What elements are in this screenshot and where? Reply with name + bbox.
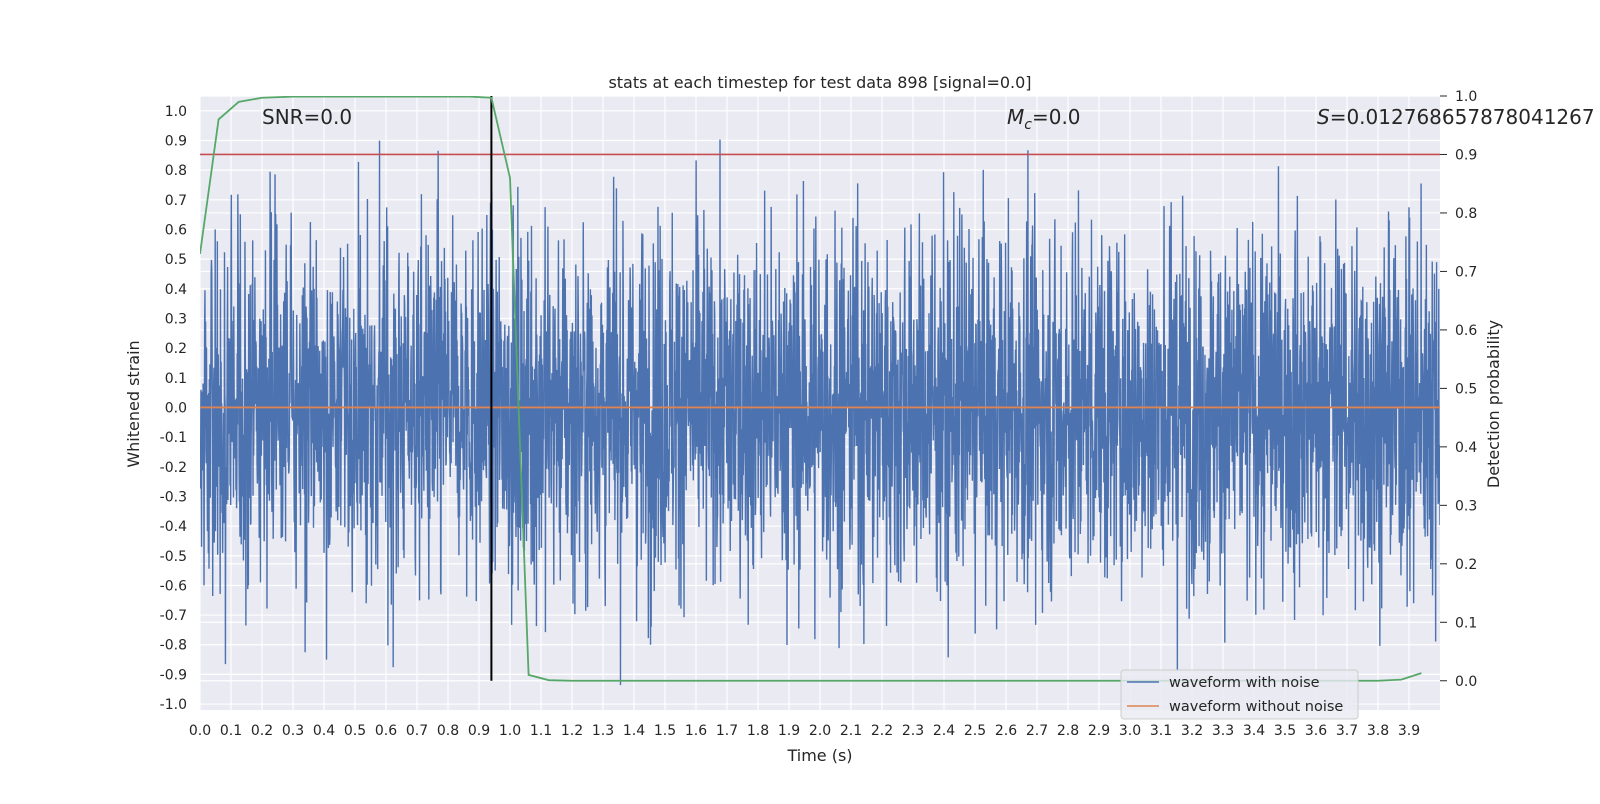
y-tick-label-2: 0.8 — [165, 163, 187, 179]
y-tick-label-19: -0.9 — [160, 667, 187, 683]
y-axis-label: Whitened strain — [124, 340, 143, 467]
mc-annotation: Mc=0.0 — [1007, 105, 1081, 133]
x-tick-label-39: 3.9 — [1398, 723, 1420, 739]
x-tick-label-18: 1.8 — [747, 723, 769, 739]
x-tick-label-33: 3.3 — [1212, 723, 1234, 739]
x-tick-label-29: 2.9 — [1088, 723, 1110, 739]
y-tick-label-17: -0.7 — [160, 608, 187, 624]
y-tick-label-11: -0.1 — [160, 430, 187, 446]
mc-symbol: M — [1007, 105, 1024, 129]
y-tick-label-20: -1.0 — [160, 697, 187, 713]
mc-value: =0.0 — [1032, 105, 1081, 129]
y-tick-label-4: 0.6 — [165, 222, 187, 238]
y-tick-label-9: 0.1 — [165, 371, 187, 387]
x-tick-label-6: 0.6 — [375, 723, 397, 739]
y-tick-label-14: -0.4 — [160, 519, 187, 535]
x-tick-label-16: 1.6 — [685, 723, 707, 739]
y-tick-label-0: 1.0 — [165, 104, 187, 120]
y2-tick-label-0: 1.0 — [1455, 89, 1477, 105]
x-tick-label-14: 1.4 — [623, 723, 645, 739]
x-tick-label-23: 2.3 — [902, 723, 924, 739]
x-tick-label-25: 2.5 — [964, 723, 986, 739]
x-tick-label-19: 1.9 — [778, 723, 800, 739]
x-tick-label-20: 2.0 — [809, 723, 831, 739]
legend: waveform with noise waveform without noi… — [1120, 669, 1359, 720]
y2-tick-label-2: 0.8 — [1455, 206, 1477, 222]
y-tick-label-13: -0.3 — [160, 489, 187, 505]
x-tick-label-5: 0.5 — [344, 723, 366, 739]
y2-tick-label-5: 0.5 — [1455, 381, 1477, 397]
s-annotation: S=0.012768657878041267 — [1317, 105, 1595, 129]
x-tick-label-4: 0.4 — [313, 723, 335, 739]
x-tick-label-1: 0.1 — [220, 723, 242, 739]
x-tick-label-8: 0.8 — [437, 723, 459, 739]
y-tick-label-10: 0.0 — [165, 400, 187, 416]
x-tick-label-30: 3.0 — [1119, 723, 1141, 739]
s-value: =0.012768657878041267 — [1330, 105, 1595, 129]
x-tick-label-27: 2.7 — [1026, 723, 1048, 739]
y2-tick-label-8: 0.2 — [1455, 557, 1477, 573]
legend-label-waveform-without-noise: waveform without noise — [1169, 699, 1343, 715]
x-tick-label-36: 3.6 — [1305, 723, 1327, 739]
x-tick-label-34: 3.4 — [1243, 723, 1265, 739]
x-tick-label-26: 2.6 — [995, 723, 1017, 739]
y-axis-ticks: 1.0 0.9 0.8 0.7 0.6 0.5 0.4 0.3 0.2 0.1 0.0 -0.1 -0.… — [160, 104, 187, 713]
x-tick-label-3: 0.3 — [282, 723, 304, 739]
y2-tick-label-9: 0.1 — [1455, 615, 1477, 631]
y-tick-label-15: -0.5 — [160, 549, 187, 565]
x-tick-label-2: 0.2 — [251, 723, 273, 739]
x-tick-label-7: 0.7 — [406, 723, 428, 739]
x-tick-label-35: 3.5 — [1274, 723, 1296, 739]
x-tick-label-38: 3.8 — [1367, 723, 1389, 739]
y-tick-label-3: 0.7 — [165, 193, 187, 209]
y-tick-label-1: 0.9 — [165, 133, 187, 149]
x-tick-label-10: 1.0 — [499, 723, 521, 739]
x-tick-label-15: 1.5 — [654, 723, 676, 739]
x-tick-label-0: 0.0 — [189, 723, 211, 739]
y2-axis-label: Detection probability — [1484, 320, 1503, 488]
s-symbol: S — [1317, 105, 1330, 129]
y2-tick-label-6: 0.4 — [1455, 440, 1477, 456]
y2-axis-ticks: 1.0 0.9 0.8 0.7 0.6 0.5 0.4 0.3 0.2 0.1 0.0 — [1440, 89, 1477, 690]
legend-box — [1120, 669, 1359, 720]
y-tick-label-18: -0.8 — [160, 638, 187, 654]
y-tick-label-7: 0.3 — [165, 311, 187, 327]
y-tick-label-12: -0.2 — [160, 460, 187, 476]
x-tick-label-37: 3.7 — [1336, 723, 1358, 739]
x-axis-label: Time (s) — [786, 746, 852, 765]
x-tick-label-9: 0.9 — [468, 723, 490, 739]
x-tick-label-13: 1.3 — [592, 723, 614, 739]
y2-tick-label-4: 0.6 — [1455, 323, 1477, 339]
chart-title: stats at each timestep for test data 898… — [608, 73, 1031, 92]
y2-tick-label-10: 0.0 — [1455, 674, 1477, 690]
x-tick-label-12: 1.2 — [561, 723, 583, 739]
y-tick-label-5: 0.5 — [165, 252, 187, 268]
y2-tick-label-7: 0.3 — [1455, 498, 1477, 514]
legend-label-waveform-with-noise: waveform with noise — [1169, 675, 1320, 691]
snr-annotation: SNR=0.0 — [262, 105, 352, 129]
mc-subscript: c — [1024, 117, 1032, 133]
y2-tick-label-3: 0.7 — [1455, 264, 1477, 280]
x-tick-label-17: 1.7 — [716, 723, 738, 739]
x-tick-label-22: 2.2 — [871, 723, 893, 739]
x-tick-label-11: 1.1 — [530, 723, 552, 739]
y-tick-label-6: 0.4 — [165, 282, 187, 298]
x-tick-label-24: 2.4 — [933, 723, 955, 739]
x-tick-label-31: 3.1 — [1150, 723, 1172, 739]
x-axis-ticks: 0.0 0.1 0.2 0.3 0.4 0.5 0.6 0.7 0.8 0.9 1.0 1.1 1.2 1… — [189, 723, 1420, 739]
x-tick-label-32: 3.2 — [1181, 723, 1203, 739]
x-tick-label-28: 2.8 — [1057, 723, 1079, 739]
series-waveform-with-noise — [200, 139, 1440, 686]
y-tick-label-8: 0.2 — [165, 341, 187, 357]
y-tick-label-16: -0.6 — [160, 578, 187, 594]
y2-tick-label-1: 0.9 — [1455, 147, 1477, 163]
x-tick-label-21: 2.1 — [840, 723, 862, 739]
